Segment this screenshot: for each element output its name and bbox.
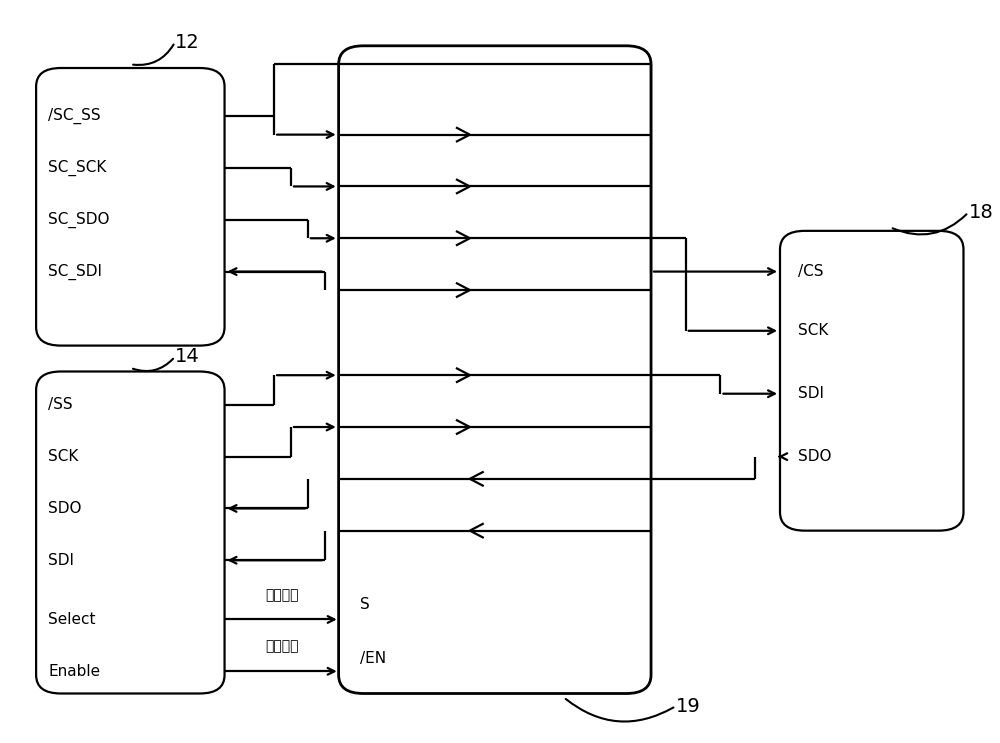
Text: 18: 18 xyxy=(968,203,993,222)
Text: SDO: SDO xyxy=(798,449,831,464)
Text: Enable: Enable xyxy=(48,663,100,679)
FancyBboxPatch shape xyxy=(36,68,225,345)
Text: 12: 12 xyxy=(175,33,200,51)
Text: SC_SDI: SC_SDI xyxy=(48,264,102,279)
Text: /CS: /CS xyxy=(798,264,823,279)
Text: 14: 14 xyxy=(175,347,200,366)
Text: /EN: /EN xyxy=(360,651,387,666)
Text: 使能信号: 使能信号 xyxy=(265,640,298,654)
Text: /SS: /SS xyxy=(48,398,73,412)
Text: Select: Select xyxy=(48,612,96,627)
Text: 选择信号: 选择信号 xyxy=(265,588,298,602)
Text: /SC_SS: /SC_SS xyxy=(48,108,101,124)
Text: 19: 19 xyxy=(676,697,701,716)
Text: SDO: SDO xyxy=(48,501,82,516)
Text: SCK: SCK xyxy=(48,449,78,464)
Text: SDI: SDI xyxy=(798,386,824,401)
Text: SC_SCK: SC_SCK xyxy=(48,160,106,176)
FancyBboxPatch shape xyxy=(780,231,963,531)
Text: S: S xyxy=(360,597,370,612)
Text: SCK: SCK xyxy=(798,323,828,338)
FancyBboxPatch shape xyxy=(339,46,651,693)
FancyBboxPatch shape xyxy=(36,372,225,693)
Text: SDI: SDI xyxy=(48,553,74,568)
Text: SC_SDO: SC_SDO xyxy=(48,212,110,228)
